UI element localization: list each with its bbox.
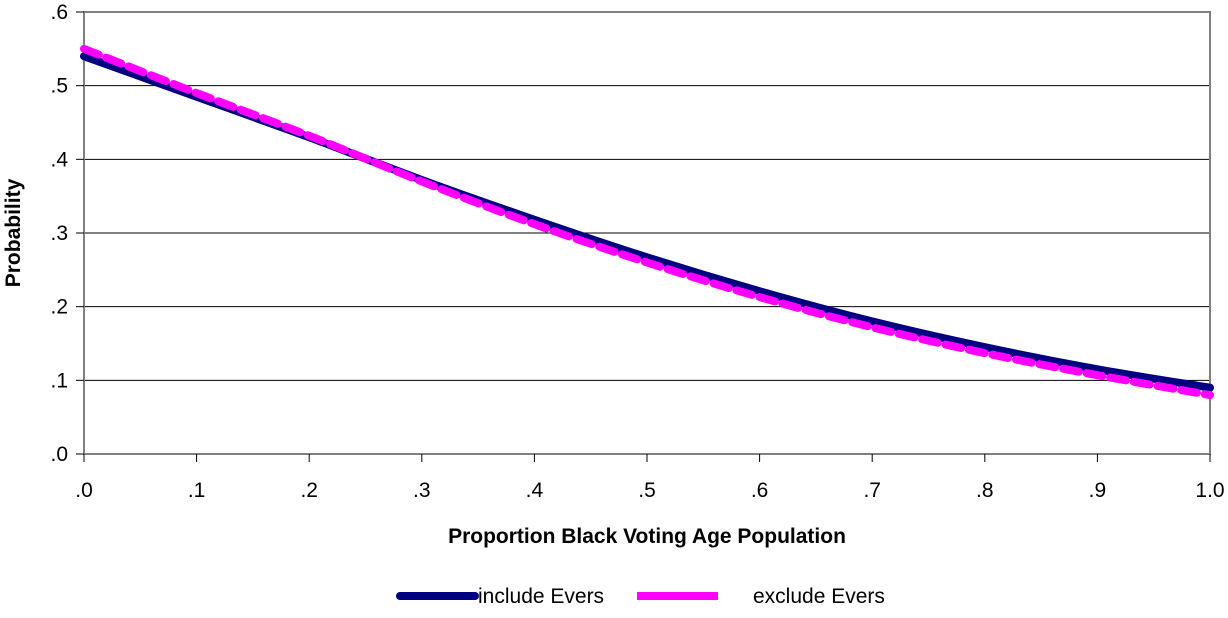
- x-tick-label: .3: [413, 479, 431, 502]
- x-tick-label: .9: [1089, 479, 1107, 502]
- y-tick-label: .2: [50, 296, 68, 319]
- x-tick-label: .2: [300, 479, 318, 502]
- x-axis-title: Proportion Black Voting Age Population: [448, 525, 846, 548]
- gridlines: [84, 85, 1210, 381]
- x-tick-label: .6: [751, 479, 769, 502]
- series-layer: [80, 44, 1214, 400]
- legend-label: include Evers: [478, 585, 604, 608]
- y-tick-label: .1: [50, 369, 68, 392]
- y-tick-label: .0: [50, 443, 68, 466]
- x-tick-label: .7: [863, 479, 881, 502]
- y-tick-label: .5: [50, 75, 68, 98]
- y-tick-label: .3: [50, 222, 68, 245]
- x-tick-label: 1.0: [1195, 479, 1224, 502]
- legend-label: exclude Evers: [753, 585, 885, 608]
- x-tick-label: .8: [976, 479, 994, 502]
- x-tick-label: .0: [75, 479, 93, 502]
- x-tick-label: .1: [188, 479, 206, 502]
- y-axis-title: Probability: [2, 178, 25, 287]
- y-axis-ticks: .0 .1 .2 .3 .4 .5 .6: [50, 1, 84, 466]
- series-line-include-evers: [80, 52, 1214, 392]
- x-tick-label: .5: [638, 479, 656, 502]
- x-axis-ticks: .0 .1 .2 .3 .4 .5 .6 .7 .8 .9 1.0: [75, 454, 1225, 502]
- y-tick-label: .6: [50, 1, 68, 24]
- y-tick-label: .4: [50, 148, 68, 171]
- x-tick-label: .4: [526, 479, 544, 502]
- legend: include Evers exclude Evers: [396, 585, 885, 608]
- series-line-exclude-evers: [80, 44, 1214, 400]
